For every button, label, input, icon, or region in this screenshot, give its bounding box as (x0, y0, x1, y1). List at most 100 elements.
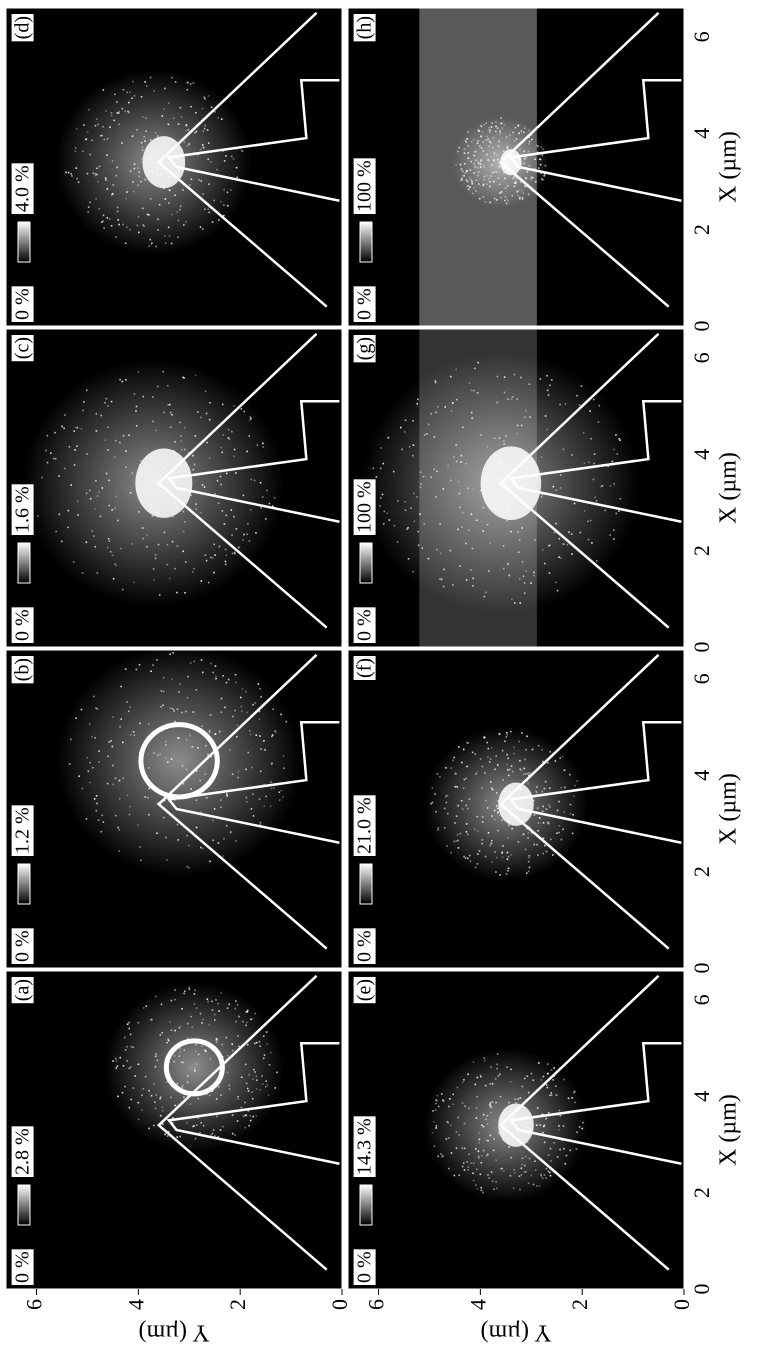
speckle (536, 1124, 538, 1126)
speckle (537, 830, 539, 832)
speckle (529, 141, 531, 143)
speckle (511, 828, 513, 830)
speckle (262, 496, 264, 498)
speckle (177, 236, 179, 238)
speckle (263, 446, 265, 448)
speckle (182, 1062, 184, 1064)
speckle (443, 1101, 445, 1103)
speckle (254, 1043, 256, 1045)
speckle (572, 814, 574, 816)
speckle (187, 1037, 189, 1039)
speckle (504, 392, 506, 394)
speckle (454, 1175, 456, 1177)
speckle (183, 224, 185, 226)
speckle (528, 857, 530, 859)
speckle (267, 1043, 269, 1045)
speckle (124, 1037, 126, 1039)
speckle (497, 1053, 499, 1055)
speckle (255, 734, 257, 736)
speckle (222, 855, 224, 857)
speckle (499, 733, 501, 735)
speckle (244, 1127, 246, 1129)
speckle (89, 723, 91, 725)
speckle (550, 1092, 552, 1094)
speckle (157, 135, 159, 137)
speckle (541, 178, 543, 180)
speckle (89, 490, 91, 492)
speckle (145, 1076, 147, 1078)
speckle (472, 1173, 474, 1175)
speckle (137, 185, 139, 187)
speckle (184, 141, 186, 143)
speckle (225, 549, 227, 551)
speckle (133, 1087, 135, 1089)
speckle (188, 845, 190, 847)
speckle (259, 718, 261, 720)
speckle (178, 1055, 180, 1057)
speckle (558, 556, 560, 558)
speckle (174, 721, 176, 723)
speckle (484, 596, 486, 598)
speckle (216, 1098, 218, 1100)
speckle (474, 828, 476, 830)
speckle (221, 118, 223, 120)
speckle (506, 754, 508, 756)
speckle (165, 837, 167, 839)
speckle (491, 843, 493, 845)
speckle (236, 528, 238, 530)
speckle (189, 1068, 191, 1070)
speckle (490, 781, 492, 783)
speckle (474, 160, 476, 162)
speckle (256, 1076, 258, 1078)
speckle (116, 101, 118, 103)
speckle (252, 1091, 254, 1093)
speckle (480, 1173, 482, 1175)
speckle (176, 592, 178, 594)
speckle (526, 736, 528, 738)
speckle (518, 133, 520, 135)
speckle (155, 1108, 157, 1110)
speckle (504, 376, 506, 378)
speckle (476, 151, 478, 153)
label: (c) (12, 337, 34, 359)
speckle (236, 167, 238, 169)
speckle (169, 235, 171, 237)
speckle (117, 219, 119, 221)
speckle (569, 813, 571, 815)
speckle (153, 752, 155, 754)
speckle (488, 570, 490, 572)
speckle (496, 171, 498, 173)
speckle (256, 1042, 258, 1044)
speckle (497, 830, 499, 832)
speckle (562, 756, 564, 758)
speckle (180, 206, 182, 208)
speckle (503, 545, 505, 547)
speckle (491, 861, 493, 863)
speckle (473, 172, 475, 174)
speckle (517, 531, 519, 533)
speckle (122, 777, 124, 779)
speckle (467, 152, 469, 154)
speckle (542, 1132, 544, 1134)
panel: 0 %2.8 %(a) (6, 971, 342, 1289)
speckle (496, 1064, 498, 1066)
speckle (242, 688, 244, 690)
speckle (177, 824, 179, 826)
speckle (503, 150, 505, 152)
speckle (248, 1090, 250, 1092)
speckle (184, 990, 186, 992)
speckle (123, 1065, 125, 1067)
speckle (471, 141, 473, 143)
speckle (86, 757, 88, 759)
speckle (213, 1129, 215, 1131)
speckle (487, 1174, 489, 1176)
speckle (524, 158, 526, 160)
speckle (579, 532, 581, 534)
speckle (169, 404, 171, 406)
speckle (423, 523, 425, 525)
speckle (148, 814, 150, 816)
speckle (518, 841, 520, 843)
speckle (88, 206, 90, 208)
speckle (217, 117, 219, 119)
speckle (482, 766, 484, 768)
